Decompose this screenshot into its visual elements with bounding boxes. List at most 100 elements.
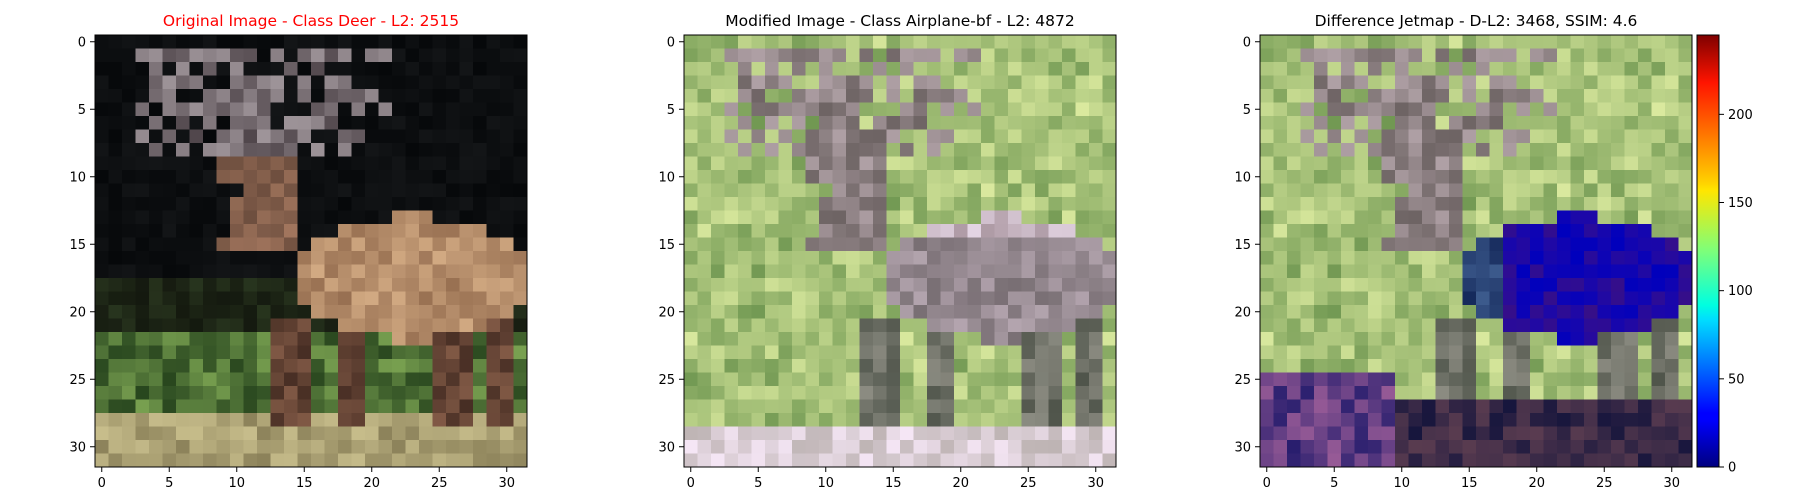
- pixel-cell: [1570, 359, 1585, 373]
- pixel-cell: [513, 183, 528, 198]
- pixel-cell: [1597, 453, 1612, 468]
- pixel-cell: [967, 170, 982, 184]
- pixel-cell: [1327, 386, 1342, 400]
- pixel-cell: [324, 413, 339, 427]
- pixel-cell: [1597, 440, 1612, 454]
- pixel-cell: [297, 264, 312, 279]
- pixel-cell: [724, 48, 739, 63]
- pixel-cell: [95, 143, 109, 157]
- pixel-cell: [886, 210, 901, 225]
- pixel-cell: [1395, 237, 1409, 252]
- panel-modified-frame: [683, 34, 1117, 468]
- pixel-cell: [270, 48, 285, 63]
- pixel-cell: [1516, 102, 1531, 117]
- pixel-cell: [913, 89, 928, 103]
- pixel-cell: [405, 345, 420, 360]
- pixel-cell: [1584, 264, 1598, 279]
- pixel-cell: [1611, 75, 1625, 90]
- pixel-cell: [954, 453, 968, 468]
- pixel-cell: [1422, 183, 1436, 198]
- pixel-cell: [189, 35, 204, 49]
- pixel-cell: [1008, 35, 1022, 49]
- pixel-cell: [1273, 399, 1288, 414]
- pixel-cell: [459, 143, 474, 157]
- pixel-cell: [1062, 197, 1076, 211]
- pixel-cell: [724, 251, 739, 265]
- pixel-cell: [446, 143, 460, 157]
- pixel-cell: [392, 156, 406, 171]
- pixel-cell: [981, 170, 995, 184]
- pixel-cell: [1557, 440, 1571, 454]
- pixel-cell: [486, 399, 501, 414]
- pixel-cell: [162, 359, 177, 373]
- pixel-cell: [1008, 62, 1022, 76]
- pixel-cell: [1462, 251, 1477, 265]
- pixel-cell: [1273, 372, 1288, 387]
- pixel-cell: [500, 318, 514, 333]
- pixel-cell: [230, 102, 244, 117]
- pixel-cell: [257, 318, 271, 333]
- pixel-cell: [405, 197, 420, 211]
- pixel-cell: [378, 372, 393, 387]
- pixel-cell: [189, 345, 204, 360]
- pixel-cell: [1287, 264, 1301, 279]
- pixel-cell: [1300, 345, 1315, 360]
- pixel-cell: [994, 413, 1009, 427]
- pixel-cell: [913, 305, 928, 319]
- pixel-cell: [230, 237, 244, 252]
- pixel-cell: [459, 413, 474, 427]
- pixel-cell: [1516, 399, 1531, 414]
- pixel-cell: [446, 35, 460, 49]
- pixel-cell: [1260, 197, 1274, 211]
- pixel-cell: [913, 210, 928, 225]
- pixel-cell: [994, 305, 1009, 319]
- pixel-cell: [994, 89, 1009, 103]
- pixel-cell: [778, 453, 793, 468]
- pixel-cell: [1368, 237, 1382, 252]
- pixel-cell: [1260, 170, 1274, 184]
- pixel-cell: [711, 291, 725, 306]
- pixel-cell: [1395, 48, 1409, 63]
- pixel-cell: [981, 116, 995, 130]
- pixel-cell: [176, 318, 190, 333]
- pixel-cell: [967, 251, 982, 265]
- pixel-cell: [1570, 210, 1585, 225]
- pixel-cell: [419, 116, 433, 130]
- pixel-cell: [1476, 129, 1490, 144]
- pixel-cell: [459, 75, 474, 90]
- pixel-cell: [1611, 224, 1625, 238]
- pixel-cell: [1327, 399, 1342, 414]
- pixel-cell: [873, 399, 887, 414]
- pixel-cell: [1260, 143, 1274, 157]
- pixel-cell: [122, 48, 136, 63]
- pixel-cell: [751, 210, 766, 225]
- pixel-cell: [351, 372, 366, 387]
- pixel-cell: [1048, 399, 1063, 414]
- pixel-cell: [697, 372, 712, 387]
- pixel-cell: [1543, 359, 1558, 373]
- pixel-cell: [1530, 89, 1544, 103]
- pixel-cell: [1395, 291, 1409, 306]
- pixel-cell: [473, 399, 487, 414]
- pixel-cell: [1611, 116, 1625, 130]
- pixel-cell: [203, 386, 217, 400]
- pixel-cell: [724, 89, 739, 103]
- pixel-cell: [1314, 264, 1328, 279]
- pixel-cell: [724, 359, 739, 373]
- pixel-cell: [1035, 224, 1049, 238]
- pixel-cell: [1287, 291, 1301, 306]
- pixel-cell: [135, 453, 150, 468]
- pixel-cell: [738, 102, 752, 117]
- pixel-cell: [1665, 264, 1679, 279]
- pixel-cell: [1300, 156, 1315, 171]
- pixel-cell: [176, 89, 190, 103]
- pixel-cell: [1048, 62, 1063, 76]
- pixel-cell: [230, 35, 244, 49]
- pixel-cell: [1102, 183, 1117, 198]
- pixel-cell: [432, 305, 447, 319]
- pixel-cell: [873, 440, 887, 454]
- pixel-cell: [230, 129, 244, 144]
- pixel-cell: [792, 399, 806, 414]
- x-tick-label: 20: [363, 476, 380, 491]
